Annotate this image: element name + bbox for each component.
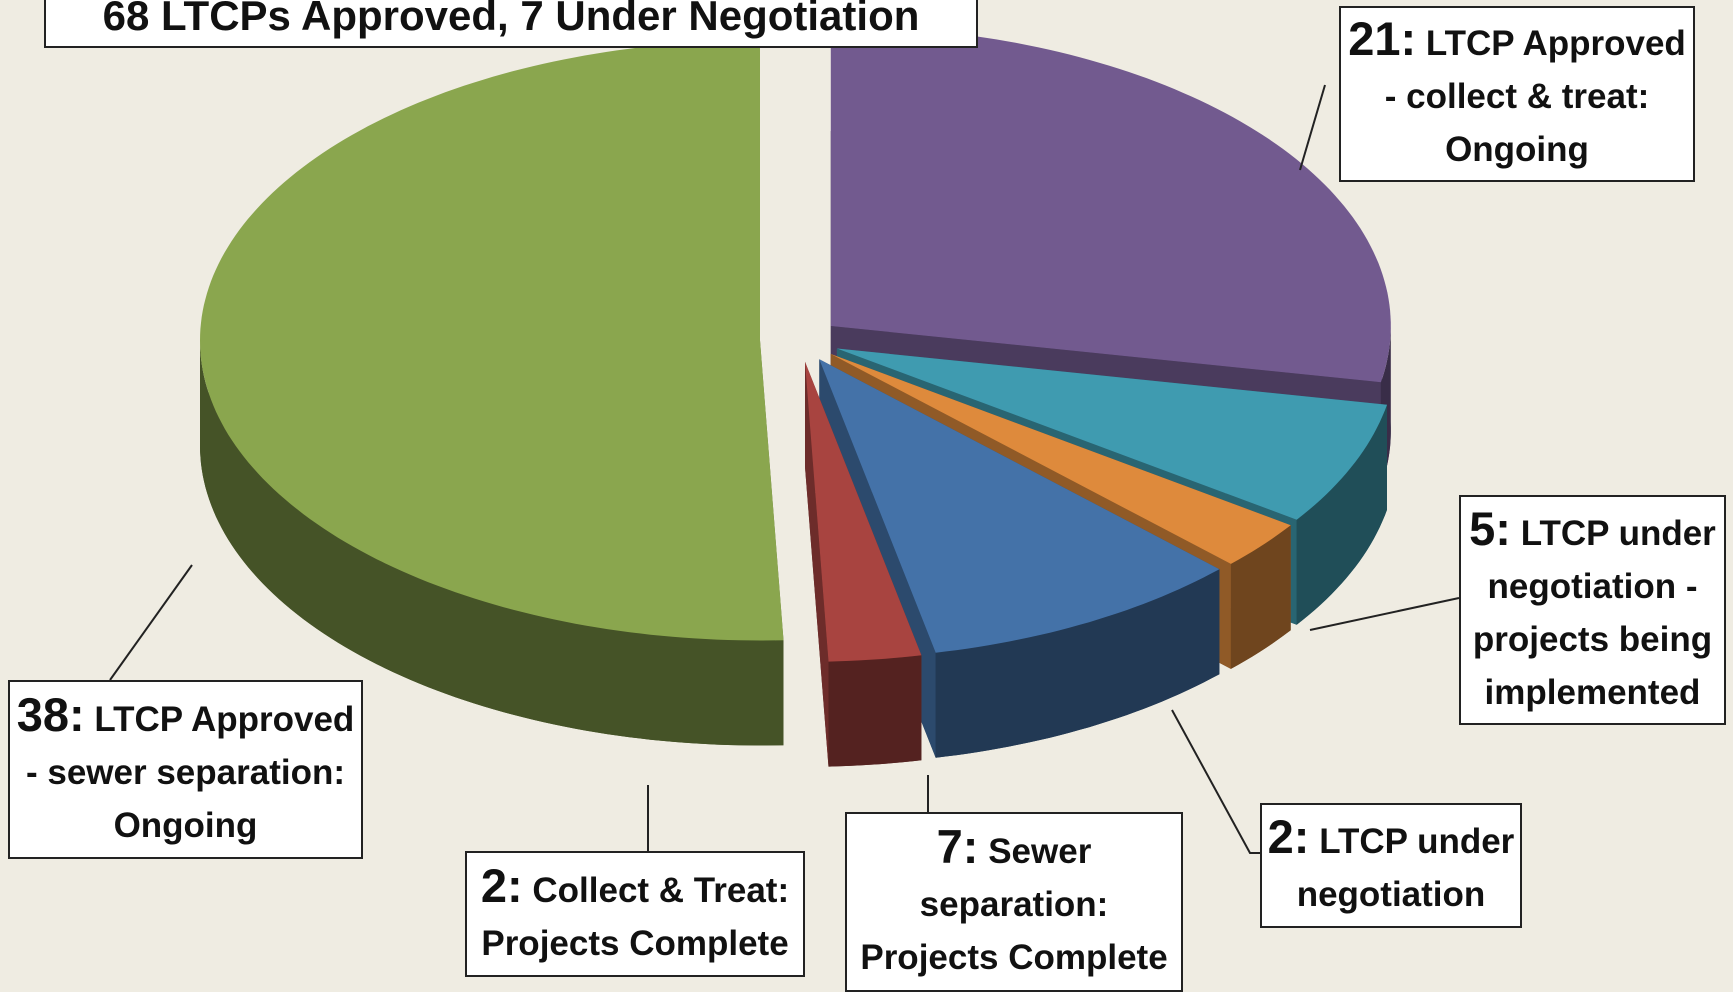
slice bbox=[805, 361, 922, 662]
category-label: Collect & Treat: Projects Complete bbox=[481, 870, 790, 963]
slice bbox=[819, 359, 1220, 653]
leader-line bbox=[1299, 84, 1326, 171]
label-text: 2: Collect & Treat: Projects Complete bbox=[467, 859, 803, 970]
data-label: 2: Collect & Treat: Projects Complete bbox=[465, 851, 805, 977]
slice-side bbox=[828, 655, 922, 767]
data-label: 2: LTCP under negotiation bbox=[1260, 803, 1522, 928]
slice-side bbox=[1296, 404, 1387, 625]
slice bbox=[836, 348, 1387, 520]
data-label: 21: LTCP Approved - collect & treat: Ong… bbox=[1339, 6, 1695, 182]
label-text: 7: Sewer separation: Projects Complete bbox=[847, 820, 1181, 984]
slice-side bbox=[935, 569, 1220, 758]
slice-wall bbox=[805, 361, 829, 767]
category-label: Sewer separation: Projects Complete bbox=[860, 832, 1168, 977]
leader-line bbox=[109, 564, 193, 681]
category-label: LTCP Approved - sewer separation: Ongoin… bbox=[26, 699, 355, 845]
chart-title: 68 LTCPs Approved, 7 Under Negotiation bbox=[44, 0, 978, 48]
category-label: LTCP under negotiation bbox=[1296, 822, 1515, 914]
slice-side bbox=[1230, 525, 1291, 669]
category-label: LTCP Approved - collect & treat: Ongoing bbox=[1384, 24, 1686, 169]
leader-lines bbox=[109, 84, 1460, 854]
value-label: 38: bbox=[16, 687, 85, 741]
data-label: 5: LTCP under negotiation - projects bei… bbox=[1459, 495, 1726, 725]
slice-side bbox=[200, 340, 784, 746]
label-text: 2: LTCP under negotiation bbox=[1262, 810, 1520, 921]
slice bbox=[830, 26, 1391, 383]
label-text: 21: LTCP Approved - collect & treat: Ong… bbox=[1341, 12, 1693, 176]
data-label: 7: Sewer separation: Projects Complete bbox=[845, 812, 1183, 992]
label-text: 5: LTCP under negotiation - projects bei… bbox=[1461, 502, 1724, 719]
slice bbox=[830, 354, 1291, 564]
value-label: 5: bbox=[1469, 501, 1511, 555]
value-label: 7: bbox=[936, 820, 979, 873]
leader-line bbox=[1171, 709, 1260, 854]
pie bbox=[200, 26, 1391, 767]
value-label: 2: bbox=[1267, 810, 1310, 863]
value-label: 21: bbox=[1348, 12, 1417, 65]
data-label: 38: LTCP Approved - sewer separation: On… bbox=[8, 680, 363, 859]
category-label: LTCP under negotiation - projects being … bbox=[1472, 513, 1716, 712]
leader-line bbox=[1309, 597, 1460, 631]
slice bbox=[200, 40, 784, 641]
label-text: 38: LTCP Approved - sewer separation: On… bbox=[10, 688, 361, 852]
value-label: 2: bbox=[480, 858, 523, 912]
